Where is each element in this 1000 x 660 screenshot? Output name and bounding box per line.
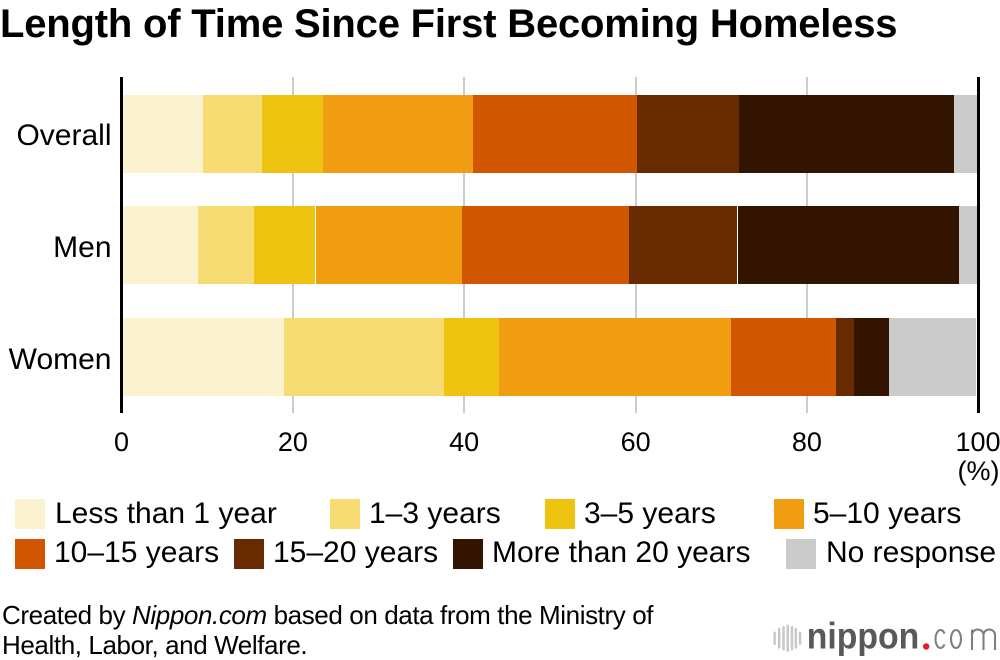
- svg-text:nippon: nippon: [807, 615, 919, 657]
